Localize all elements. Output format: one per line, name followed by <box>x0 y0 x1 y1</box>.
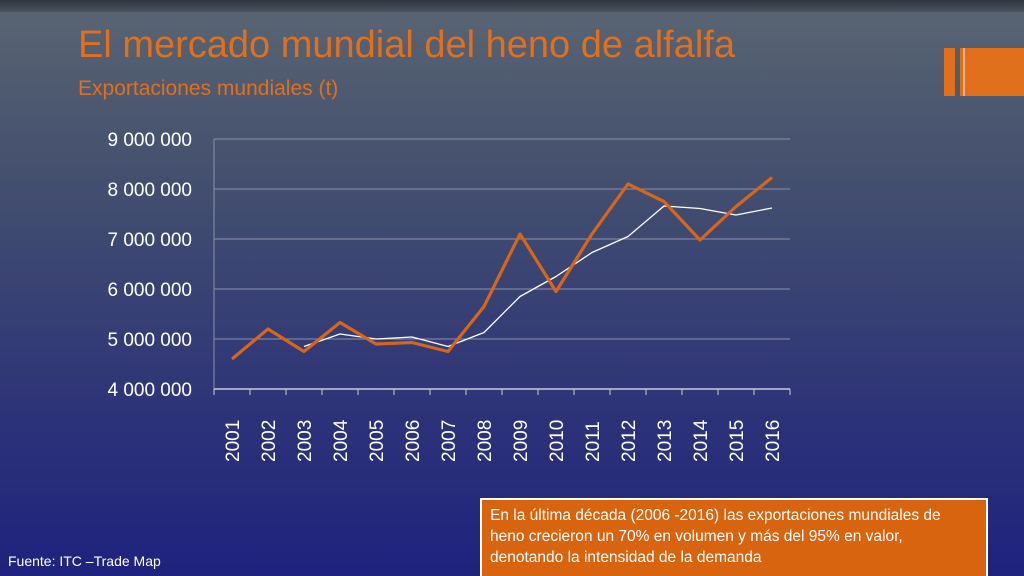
x-tick-label: 2014 <box>691 419 712 462</box>
x-tick-label: 2013 <box>655 420 676 462</box>
x-tick-label: 2006 <box>403 420 424 462</box>
y-tick-label: 9 000 000 <box>107 130 192 151</box>
x-tick-label: 2012 <box>619 420 640 462</box>
x-tick-label: 2003 <box>295 420 316 462</box>
x-tick-label: 2007 <box>439 420 460 462</box>
y-tick-label: 5 000 000 <box>107 330 192 351</box>
series-line-exports <box>230 176 774 361</box>
x-tick-label: 2005 <box>367 420 388 462</box>
source-note: Fuente: ITC –Trade Map <box>8 553 161 569</box>
x-tick-label: 2011 <box>583 421 604 462</box>
x-tick-label: 2015 <box>727 420 748 462</box>
x-tick-label: 2010 <box>547 420 568 462</box>
x-tick-label: 2008 <box>475 420 496 462</box>
y-tick-label: 4 000 000 <box>107 380 192 401</box>
y-tick-label: 7 000 000 <box>107 230 192 251</box>
slide-title: El mercado mundial del heno de alfalfa <box>78 24 735 66</box>
slide-subtitle: Exportaciones mundiales (t) <box>78 77 339 100</box>
top-bar <box>0 0 1024 12</box>
y-tick-label: 8 000 000 <box>107 180 192 201</box>
decorative-bar-thin <box>944 48 955 96</box>
callout-box: En la última década (2006 -2016) las exp… <box>480 498 988 576</box>
x-tick-label: 2009 <box>511 420 532 462</box>
decorative-bars <box>944 48 1024 96</box>
x-tick-label: 2002 <box>259 420 280 462</box>
y-tick-label: 6 000 000 <box>107 280 192 301</box>
x-tick-label: 2016 <box>763 420 784 462</box>
decorative-bar-wide <box>960 48 1024 96</box>
series-line-trend <box>303 205 773 348</box>
x-tick-label: 2004 <box>331 419 352 462</box>
x-tick-label: 2001 <box>223 420 244 462</box>
